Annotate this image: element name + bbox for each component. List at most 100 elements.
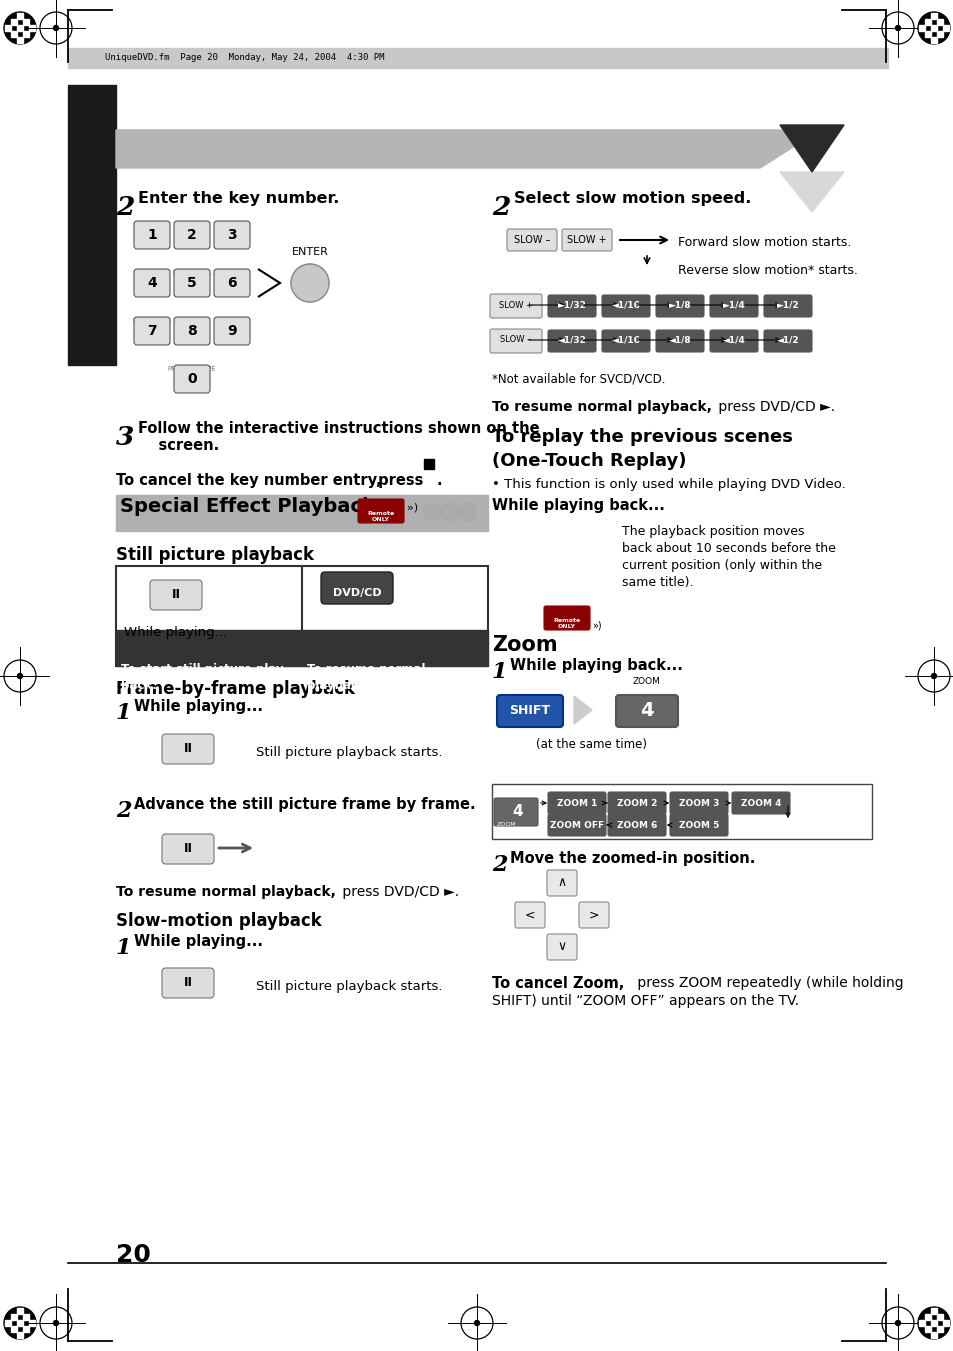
FancyBboxPatch shape (547, 295, 596, 317)
Text: *Not available for SVCD/VCD.: *Not available for SVCD/VCD. (492, 372, 665, 385)
FancyBboxPatch shape (669, 815, 727, 836)
Text: While playing...: While playing... (133, 934, 263, 948)
FancyBboxPatch shape (490, 295, 541, 317)
Text: II: II (172, 588, 180, 600)
Text: 4: 4 (512, 804, 523, 820)
Text: 7: 7 (147, 324, 156, 338)
FancyBboxPatch shape (133, 222, 170, 249)
Circle shape (917, 1306, 949, 1339)
Circle shape (440, 503, 458, 521)
Text: ZOOM: ZOOM (141, 270, 163, 276)
Circle shape (895, 26, 900, 31)
Text: ◄1/16: ◄1/16 (611, 335, 639, 345)
FancyBboxPatch shape (320, 571, 393, 604)
Bar (930, 14, 936, 19)
Text: ZOOM 1: ZOOM 1 (557, 798, 597, 808)
Polygon shape (780, 126, 843, 172)
FancyBboxPatch shape (213, 269, 250, 297)
Bar (11, 1315, 17, 1320)
Bar (924, 19, 930, 26)
FancyBboxPatch shape (709, 295, 758, 317)
Bar (68, 85, 116, 365)
FancyBboxPatch shape (490, 330, 541, 353)
Bar (23, 1325, 29, 1332)
Text: Still picture playback: Still picture playback (116, 546, 314, 563)
Bar (11, 31, 17, 36)
Text: ZOOM 3: ZOOM 3 (679, 798, 719, 808)
Text: ◄1/16: ◄1/16 (611, 300, 639, 309)
Bar (17, 14, 23, 19)
FancyBboxPatch shape (731, 792, 789, 815)
Bar (17, 1308, 23, 1315)
Text: DVD/CD: DVD/CD (333, 588, 381, 598)
Bar (116, 494, 488, 531)
Text: II: II (183, 975, 193, 989)
Bar (924, 31, 930, 36)
FancyBboxPatch shape (547, 330, 596, 353)
Bar (11, 1325, 17, 1332)
Bar (116, 566, 488, 666)
Text: 1: 1 (116, 938, 132, 959)
Text: SLOW –: SLOW – (514, 235, 550, 245)
Text: >: > (588, 908, 598, 921)
Text: (at the same time): (at the same time) (536, 738, 647, 751)
Text: ∧: ∧ (557, 877, 566, 889)
Text: Remote
ONLY: Remote ONLY (553, 617, 580, 628)
FancyBboxPatch shape (601, 295, 649, 317)
Text: press DVD/CD ►.: press DVD/CD ►. (713, 400, 834, 413)
Text: UniqueDVD.fm  Page 20  Monday, May 24, 2004  4:30 PM: UniqueDVD.fm Page 20 Monday, May 24, 200… (105, 54, 384, 62)
Text: 2: 2 (116, 800, 132, 821)
FancyBboxPatch shape (561, 230, 612, 251)
Text: 2: 2 (492, 195, 510, 220)
Bar (11, 19, 17, 26)
FancyBboxPatch shape (213, 222, 250, 249)
FancyBboxPatch shape (162, 969, 213, 998)
Text: To resume normal playback,: To resume normal playback, (492, 400, 711, 413)
Bar (17, 1332, 23, 1337)
Text: AUDIO: AUDIO (141, 222, 163, 228)
Text: 8: 8 (187, 324, 196, 338)
Text: English: English (86, 480, 98, 531)
Bar (930, 1332, 936, 1337)
Bar (936, 19, 942, 26)
Text: ZOOM: ZOOM (497, 821, 517, 827)
FancyBboxPatch shape (150, 580, 202, 611)
Text: ►1/4: ►1/4 (721, 300, 744, 309)
Polygon shape (574, 696, 592, 724)
Bar (918, 26, 924, 31)
Text: ►1/2: ►1/2 (776, 300, 799, 309)
Text: Select slow motion speed.: Select slow motion speed. (514, 190, 751, 205)
FancyBboxPatch shape (709, 330, 758, 353)
FancyBboxPatch shape (497, 694, 562, 727)
Circle shape (422, 503, 440, 521)
Circle shape (917, 12, 949, 45)
FancyBboxPatch shape (162, 834, 213, 865)
Bar (930, 1320, 936, 1325)
Text: Still picture playback starts.: Still picture playback starts. (255, 979, 442, 993)
Circle shape (17, 674, 23, 678)
Text: press: press (373, 473, 428, 488)
Circle shape (53, 1320, 58, 1325)
FancyBboxPatch shape (173, 222, 210, 249)
Text: To resume normal
playback:: To resume normal playback: (307, 663, 425, 692)
Text: To cancel the key number entry,: To cancel the key number entry, (116, 473, 381, 488)
Text: 2: 2 (116, 195, 134, 220)
Polygon shape (116, 130, 820, 168)
Polygon shape (780, 172, 843, 212)
Text: ANGLE: ANGLE (220, 222, 244, 228)
FancyBboxPatch shape (506, 230, 557, 251)
Bar (23, 1315, 29, 1320)
Text: 2: 2 (187, 228, 196, 242)
Bar (936, 31, 942, 36)
Text: • This function is only used while playing DVD Video.: • This function is only used while playi… (492, 478, 845, 490)
FancyBboxPatch shape (543, 607, 589, 630)
Text: 1: 1 (492, 661, 507, 684)
Text: ZOOM: ZOOM (633, 677, 660, 686)
Bar (918, 1320, 924, 1325)
Text: 2: 2 (492, 854, 507, 875)
Text: The playback position moves
back about 10 seconds before the
current position (o: The playback position moves back about 1… (621, 526, 835, 589)
Circle shape (53, 26, 58, 31)
Text: 3: 3 (227, 228, 236, 242)
Text: To replay the previous scenes: To replay the previous scenes (492, 428, 792, 446)
Text: 5: 5 (187, 276, 196, 290)
